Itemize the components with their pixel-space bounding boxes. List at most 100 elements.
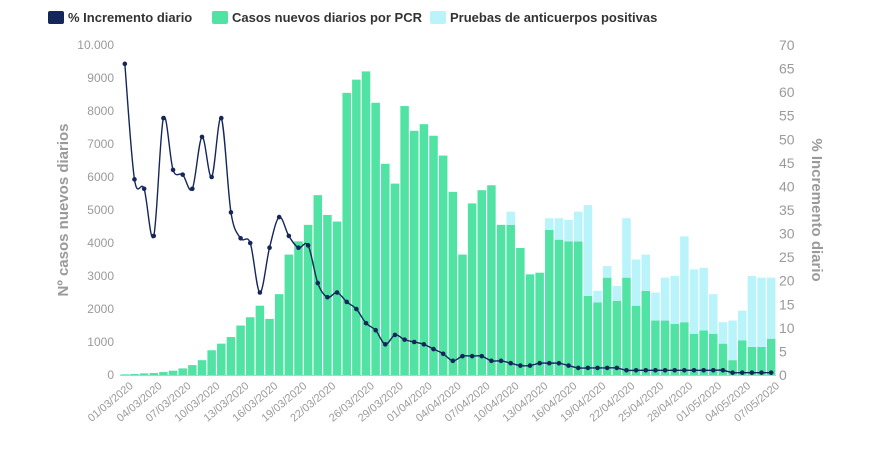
y-left-tick-label: 8000 xyxy=(87,104,114,118)
incremento-point xyxy=(469,353,475,359)
bar-pcr xyxy=(217,343,226,375)
bar-anticuerpos xyxy=(757,277,766,347)
incremento-point xyxy=(276,214,282,220)
incremento-point xyxy=(566,363,571,368)
incremento-point xyxy=(595,365,600,371)
incremento-point xyxy=(537,360,542,366)
y-left-tick-label: 5000 xyxy=(87,203,114,217)
incremento-point xyxy=(402,337,407,342)
bar-anticuerpos xyxy=(506,211,515,225)
bar-anticuerpos xyxy=(631,259,641,306)
incremento-point xyxy=(151,233,157,239)
incremento-point xyxy=(334,290,340,295)
y-right-tick-label: 10 xyxy=(779,320,795,336)
incremento-point xyxy=(759,370,764,375)
bar-anticuerpos xyxy=(583,205,593,296)
bar-anticuerpos xyxy=(622,218,631,278)
bar-pcr xyxy=(130,374,139,375)
incremento-point xyxy=(373,327,378,333)
bar-pcr xyxy=(139,373,149,375)
incremento-point xyxy=(325,294,330,300)
incremento-point xyxy=(546,360,552,366)
y-left-tick-label: 7000 xyxy=(87,137,114,151)
incremento-point xyxy=(527,363,533,368)
bar-pcr xyxy=(409,130,419,375)
incremento-point xyxy=(710,367,716,373)
incremento-point xyxy=(450,358,456,364)
incremento-point xyxy=(218,115,224,121)
bar-pcr xyxy=(467,203,477,375)
legend-swatch-pcr xyxy=(212,11,228,24)
bar-pcr xyxy=(303,224,313,375)
incremento-point xyxy=(479,353,485,359)
bar-pcr xyxy=(631,305,641,375)
incremento-point xyxy=(344,299,350,305)
incremento-point xyxy=(643,367,649,373)
incremento-point xyxy=(604,365,610,371)
bar-pcr xyxy=(332,221,342,375)
bar-anticuerpos xyxy=(660,277,670,321)
bar-pcr xyxy=(660,320,670,375)
y-left-tick-label: 3000 xyxy=(87,269,114,283)
y-axis-left-title: Nº casos nuevos diarios xyxy=(55,123,72,296)
legend-item-incremento[interactable]: % Incremento diario xyxy=(48,10,192,25)
bar-pcr xyxy=(545,229,554,375)
bar-pcr xyxy=(583,295,593,375)
bar-pcr xyxy=(718,343,728,375)
bar-anticuerpos xyxy=(602,266,612,278)
incremento-point xyxy=(180,172,186,177)
legend-item-anticuerpos[interactable]: Pruebas de anticuerpos positivas xyxy=(430,10,657,25)
y-right-tick-label: 60 xyxy=(779,84,795,100)
x-axis-ticks: 01/03/202004/03/202007/03/202010/03/2020… xyxy=(86,380,782,425)
bar-pcr xyxy=(651,320,660,375)
y-left-tick-label: 10.000 xyxy=(77,38,114,52)
y-axis-right-title: % Incremento diario xyxy=(808,138,825,281)
incremento-point xyxy=(257,290,263,295)
bar-pcr xyxy=(168,370,178,375)
bar-pcr xyxy=(496,224,506,375)
y-right-tick-label: 20 xyxy=(779,273,795,289)
incremento-point xyxy=(315,280,321,286)
bar-anticuerpos xyxy=(564,219,573,242)
incremento-point xyxy=(633,367,639,373)
incremento-point xyxy=(247,240,253,246)
incremento-point xyxy=(624,367,629,373)
bar-anticuerpos xyxy=(747,276,757,347)
bar-pcr xyxy=(284,254,294,375)
y-left-tick-label: 4000 xyxy=(87,236,114,250)
bar-pcr xyxy=(448,191,458,375)
bar-pcr xyxy=(728,360,737,375)
legend-item-pcr[interactable]: Casos nuevos diarios por PCR xyxy=(212,10,423,25)
bar-anticuerpos xyxy=(718,322,728,344)
bar-pcr xyxy=(429,135,438,375)
y-right-tick-label: 45 xyxy=(779,155,795,171)
bar-anticuerpos xyxy=(689,269,699,334)
bar-anticuerpos xyxy=(651,292,660,321)
incremento-point xyxy=(672,367,678,373)
bar-pcr xyxy=(573,241,583,375)
incremento-point xyxy=(508,360,514,366)
bar-anticuerpos xyxy=(554,218,564,240)
bar-pcr xyxy=(207,350,216,375)
bar-pcr xyxy=(506,224,515,375)
incremento-point xyxy=(190,186,195,192)
bar-pcr xyxy=(516,247,525,375)
bar-anticuerpos xyxy=(737,310,747,341)
bar-pcr xyxy=(342,92,351,375)
bar-pcr xyxy=(747,346,757,375)
y-left-tick-label: 6000 xyxy=(87,170,114,184)
incremento-point xyxy=(691,367,697,373)
y-axis-right-ticks: 0 5 10 15 20 25 30 35 40 45 50 55 60 65 70 xyxy=(779,37,795,383)
incremento-point xyxy=(267,245,272,251)
legend: % Incremento diario Casos nuevos diarios… xyxy=(48,10,657,25)
y-left-tick-label: 2000 xyxy=(87,302,114,316)
y-right-tick-label: 15 xyxy=(779,296,795,312)
bar-anticuerpos xyxy=(699,267,708,331)
bar-pcr xyxy=(352,79,361,376)
incremento-point xyxy=(161,115,166,121)
y-left-tick-label: 9000 xyxy=(87,71,114,85)
bar-anticuerpos xyxy=(670,276,679,324)
bar-anticuerpos xyxy=(728,320,737,361)
incremento-point xyxy=(363,320,369,326)
